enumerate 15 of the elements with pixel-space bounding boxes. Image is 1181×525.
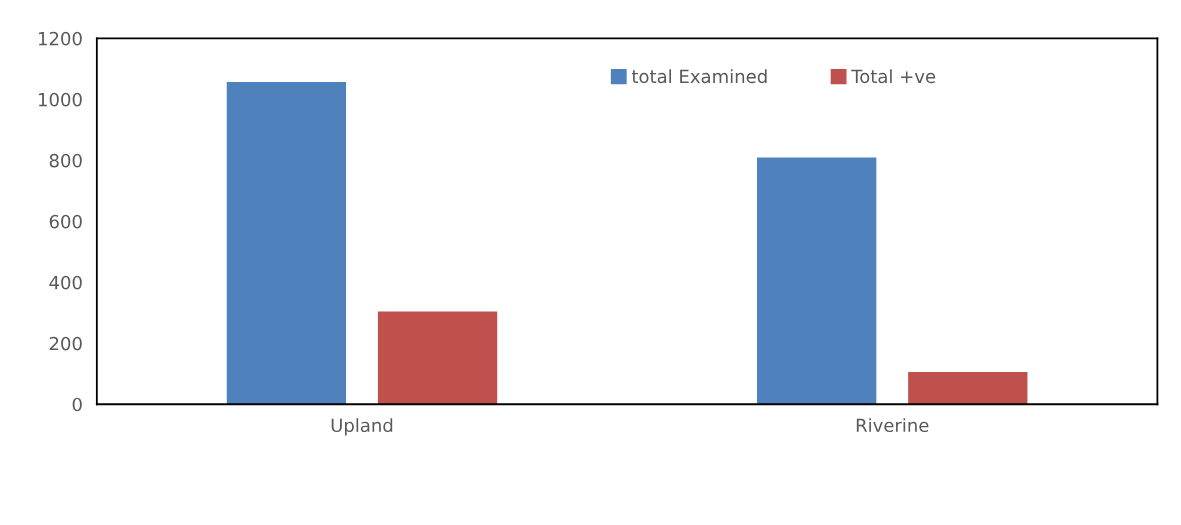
y-tick-label: 600 [49, 214, 82, 229]
x-tick-label: Upland [331, 418, 393, 436]
y-tick-label: 0 [72, 397, 82, 412]
x-tick-label: Riverine [856, 418, 929, 433]
y-tick-label: 1000 [38, 92, 82, 107]
y-tick-label: 1200 [38, 31, 82, 46]
bar [908, 371, 1028, 405]
bar [757, 157, 877, 405]
y-tick-label: 400 [49, 275, 82, 290]
legend-label: total Examined [631, 69, 767, 84]
legend-label: Total +ve [851, 69, 936, 84]
y-tick-label: 200 [49, 336, 82, 351]
y-tick-label: 800 [49, 153, 82, 168]
bar [226, 81, 347, 405]
bar [377, 311, 498, 405]
